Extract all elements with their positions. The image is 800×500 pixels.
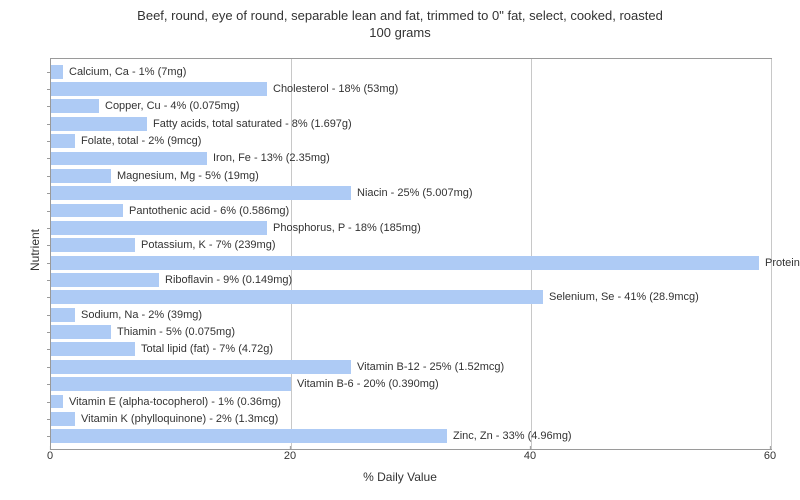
- bar-label: Potassium, K - 7% (239mg): [141, 239, 276, 251]
- bar-row: Vitamin E (alpha-tocopherol) - 1% (0.36m…: [51, 393, 771, 410]
- bar: Folate, total - 2% (9mcg): [51, 134, 75, 148]
- bar-row: Vitamin B-6 - 20% (0.390mg): [51, 375, 771, 392]
- bar-row: Pantothenic acid - 6% (0.586mg): [51, 202, 771, 219]
- bar-label: Protein - 59% (29.67g): [765, 257, 800, 269]
- bar: Fatty acids, total saturated - 8% (1.697…: [51, 117, 147, 131]
- bar-label: Pantothenic acid - 6% (0.586mg): [129, 205, 289, 217]
- y-axis-label: Nutrient: [28, 229, 42, 271]
- bar-label: Cholesterol - 18% (53mg): [273, 83, 398, 95]
- bar: Copper, Cu - 4% (0.075mg): [51, 99, 99, 113]
- bar: Sodium, Na - 2% (39mg): [51, 308, 75, 322]
- bar-label: Vitamin B-6 - 20% (0.390mg): [297, 378, 439, 390]
- bar-label: Selenium, Se - 41% (28.9mcg): [549, 291, 699, 303]
- bar-row: Fatty acids, total saturated - 8% (1.697…: [51, 115, 771, 132]
- bar-row: Calcium, Ca - 1% (7mg): [51, 63, 771, 80]
- gridline: [771, 59, 772, 449]
- bar-row: Phosphorus, P - 18% (185mg): [51, 219, 771, 236]
- bar-row: Magnesium, Mg - 5% (19mg): [51, 167, 771, 184]
- bar-label: Fatty acids, total saturated - 8% (1.697…: [153, 118, 352, 130]
- chart-title-line2: 100 grams: [369, 25, 430, 40]
- x-tick-label: 0: [47, 450, 53, 462]
- bar: Pantothenic acid - 6% (0.586mg): [51, 204, 123, 218]
- bar: Calcium, Ca - 1% (7mg): [51, 65, 63, 79]
- chart-title-line1: Beef, round, eye of round, separable lea…: [137, 8, 663, 23]
- bar-label: Niacin - 25% (5.007mg): [357, 187, 473, 199]
- x-ticks: 0204060: [50, 450, 770, 464]
- bar-label: Vitamin B-12 - 25% (1.52mcg): [357, 361, 504, 373]
- x-axis-label: % Daily Value: [0, 470, 800, 484]
- bar-label: Zinc, Zn - 33% (4.96mg): [453, 430, 572, 442]
- bar-label: Total lipid (fat) - 7% (4.72g): [141, 343, 273, 355]
- bar: Niacin - 25% (5.007mg): [51, 186, 351, 200]
- bar: Vitamin K (phylloquinone) - 2% (1.3mcg): [51, 412, 75, 426]
- bar-label: Folate, total - 2% (9mcg): [81, 135, 201, 147]
- bar: Selenium, Se - 41% (28.9mcg): [51, 290, 543, 304]
- bar-row: Zinc, Zn - 33% (4.96mg): [51, 428, 771, 445]
- bar-label: Sodium, Na - 2% (39mg): [81, 309, 202, 321]
- bar-label: Thiamin - 5% (0.075mg): [117, 326, 235, 338]
- bar-row: Total lipid (fat) - 7% (4.72g): [51, 341, 771, 358]
- bar-label: Iron, Fe - 13% (2.35mg): [213, 152, 330, 164]
- bar: Magnesium, Mg - 5% (19mg): [51, 169, 111, 183]
- bar-label: Copper, Cu - 4% (0.075mg): [105, 100, 240, 112]
- bar: Iron, Fe - 13% (2.35mg): [51, 152, 207, 166]
- bar: Vitamin B-12 - 25% (1.52mcg): [51, 360, 351, 374]
- bar-row: Niacin - 25% (5.007mg): [51, 185, 771, 202]
- bar-label: Vitamin K (phylloquinone) - 2% (1.3mcg): [81, 413, 278, 425]
- bar-label: Magnesium, Mg - 5% (19mg): [117, 170, 259, 182]
- bar-row: Folate, total - 2% (9mcg): [51, 132, 771, 149]
- bar: Protein - 59% (29.67g): [51, 256, 759, 270]
- x-tick-label: 60: [764, 450, 776, 462]
- bar: Vitamin B-6 - 20% (0.390mg): [51, 377, 291, 391]
- bar-label: Phosphorus, P - 18% (185mg): [273, 222, 421, 234]
- bar: Potassium, K - 7% (239mg): [51, 238, 135, 252]
- bar: Vitamin E (alpha-tocopherol) - 1% (0.36m…: [51, 395, 63, 409]
- bar-row: Potassium, K - 7% (239mg): [51, 237, 771, 254]
- bar-row: Vitamin B-12 - 25% (1.52mcg): [51, 358, 771, 375]
- bar-row: Copper, Cu - 4% (0.075mg): [51, 98, 771, 115]
- plot-area: Calcium, Ca - 1% (7mg) Cholesterol - 18% …: [50, 58, 772, 450]
- x-tick-label: 40: [524, 450, 536, 462]
- bar-row: Vitamin K (phylloquinone) - 2% (1.3mcg): [51, 410, 771, 427]
- bar-row: Riboflavin - 9% (0.149mg): [51, 271, 771, 288]
- nutrient-chart: Beef, round, eye of round, separable lea…: [0, 0, 800, 500]
- x-tick-label: 20: [284, 450, 296, 462]
- bar-label: Riboflavin - 9% (0.149mg): [165, 274, 292, 286]
- bar-label: Calcium, Ca - 1% (7mg): [69, 66, 186, 78]
- chart-title: Beef, round, eye of round, separable lea…: [0, 0, 800, 42]
- bar-row: Thiamin - 5% (0.075mg): [51, 323, 771, 340]
- bar-row: Protein - 59% (29.67g): [51, 254, 771, 271]
- bar: Thiamin - 5% (0.075mg): [51, 325, 111, 339]
- bar-row: Selenium, Se - 41% (28.9mcg): [51, 289, 771, 306]
- bar-row: Cholesterol - 18% (53mg): [51, 80, 771, 97]
- bar: Riboflavin - 9% (0.149mg): [51, 273, 159, 287]
- bars-container: Calcium, Ca - 1% (7mg) Cholesterol - 18% …: [51, 63, 771, 445]
- bar-label: Vitamin E (alpha-tocopherol) - 1% (0.36m…: [69, 396, 281, 408]
- bar: Phosphorus, P - 18% (185mg): [51, 221, 267, 235]
- bar: Cholesterol - 18% (53mg): [51, 82, 267, 96]
- bar-row: Sodium, Na - 2% (39mg): [51, 306, 771, 323]
- bar-row: Iron, Fe - 13% (2.35mg): [51, 150, 771, 167]
- bar: Zinc, Zn - 33% (4.96mg): [51, 429, 447, 443]
- bar: Total lipid (fat) - 7% (4.72g): [51, 342, 135, 356]
